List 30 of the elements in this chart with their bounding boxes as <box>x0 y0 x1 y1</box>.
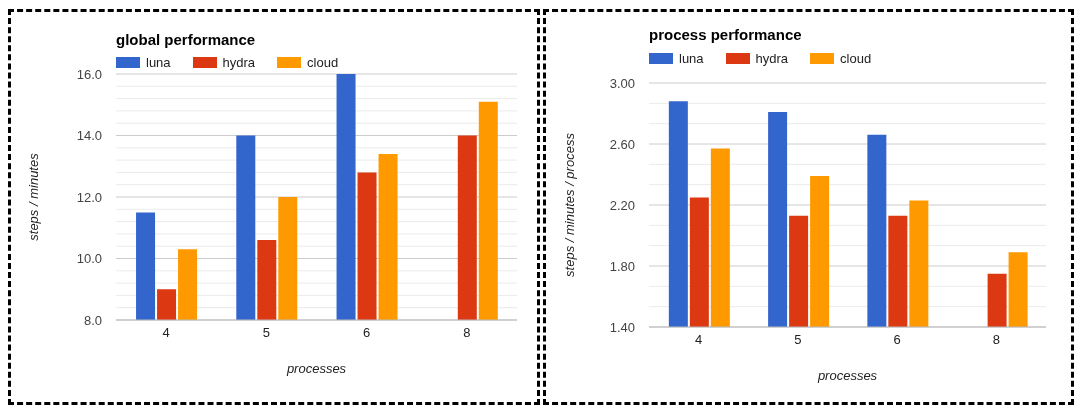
y-tick-label: 8.0 <box>83 312 102 328</box>
legend-label: hydra <box>222 55 256 70</box>
x-tick-label: 6 <box>893 332 901 348</box>
y-axis-title: steps / minutes / process <box>561 133 577 277</box>
chart-title: process performance <box>649 26 802 44</box>
y-tick-label: 12.0 <box>76 189 102 205</box>
legend-label: luna <box>146 55 171 70</box>
x-tick-label: 4 <box>695 332 703 348</box>
legend-label: luna <box>679 51 704 66</box>
y-tick-label: 2.60 <box>609 136 635 152</box>
legend-label: cloud <box>307 55 339 70</box>
x-tick-label: 5 <box>794 332 802 348</box>
x-tick-label: 6 <box>363 325 371 341</box>
x-tick-label: 4 <box>162 325 170 341</box>
y-tick-label: 1.40 <box>609 319 635 335</box>
y-tick-label: 14.0 <box>76 128 102 144</box>
y-tick-label: 3.00 <box>609 75 635 91</box>
x-tick-label: 8 <box>463 325 471 341</box>
x-tick-label: 5 <box>262 325 270 341</box>
y-axis-title: steps / minutes <box>25 153 41 241</box>
x-axis-title: processes <box>286 360 347 376</box>
x-tick-label: 8 <box>992 332 1000 348</box>
y-tick-label: 1.80 <box>609 258 635 274</box>
x-axis-title: processes <box>817 367 878 383</box>
chart-title: global performance <box>116 31 256 49</box>
y-tick-label: 10.0 <box>76 251 102 267</box>
y-tick-label: 16.0 <box>76 66 102 82</box>
legend-label: hydra <box>755 51 789 66</box>
y-tick-label: 2.20 <box>609 197 635 213</box>
legend-label: cloud <box>840 51 872 66</box>
